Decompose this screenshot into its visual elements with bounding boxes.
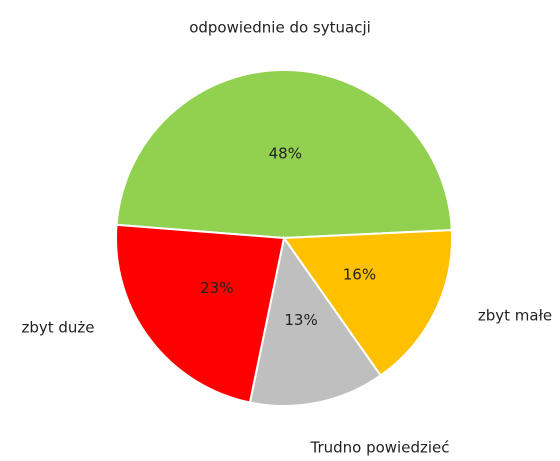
category-label: odpowiednie do sytuacji (189, 19, 371, 37)
value-label: 48% (269, 145, 302, 163)
value-label: 16% (343, 265, 376, 283)
pie-slice (282, 229, 453, 377)
category-label: zbyt małe (478, 307, 552, 325)
pie-slice (115, 223, 286, 404)
value-label: 23% (200, 279, 233, 297)
value-label: 13% (284, 311, 317, 329)
category-label: Trudno powiedzieć (309, 439, 449, 457)
pie-slice (115, 69, 453, 240)
category-label: zbyt duże (21, 319, 94, 337)
pie-slice (248, 235, 382, 407)
